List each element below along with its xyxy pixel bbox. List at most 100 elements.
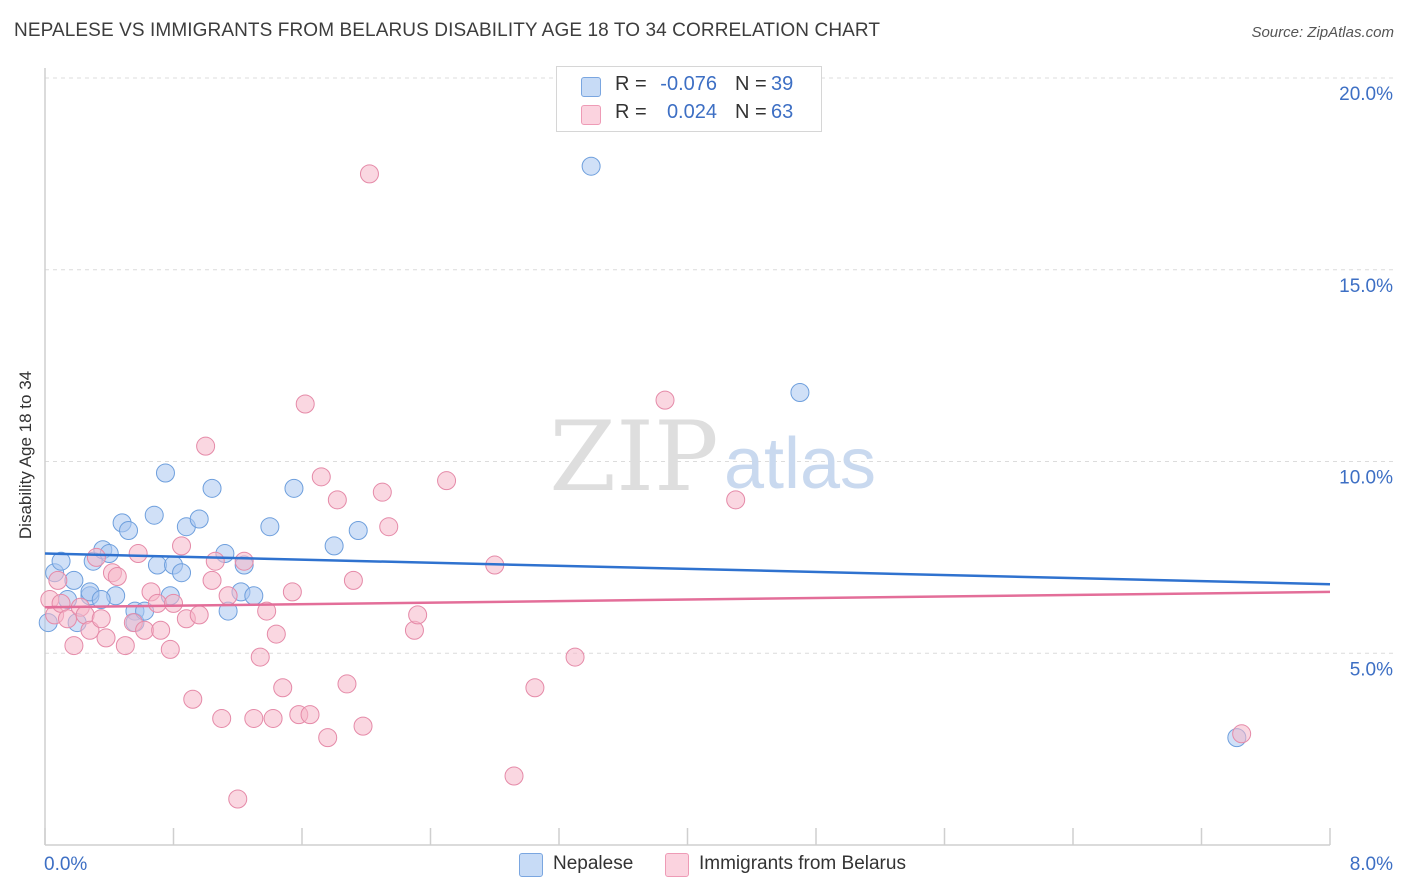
legend-label: Immigrants from Belarus xyxy=(699,853,906,874)
belarus-point xyxy=(273,678,293,698)
nepalese-point xyxy=(581,156,601,176)
n-label: N = xyxy=(735,73,767,95)
watermark-atlas: atlas xyxy=(724,424,876,504)
belarus-point xyxy=(408,605,428,625)
nepalese-point xyxy=(155,463,175,483)
belarus-point xyxy=(115,636,135,656)
stats-legend: R = -0.076 N = 39 R = 0.024 N = 63 xyxy=(556,66,822,132)
belarus-point xyxy=(300,705,320,725)
belarus-point xyxy=(218,586,238,606)
n-label: N = xyxy=(735,101,767,123)
watermark-zip: ZIP xyxy=(549,401,718,513)
belarus-point xyxy=(337,674,357,694)
trend-lines xyxy=(44,552,1331,609)
n-value: 39 xyxy=(771,73,794,95)
y-tick-label: 10.0% xyxy=(1339,468,1393,489)
nepalese-point xyxy=(790,382,810,402)
nepalese-point xyxy=(51,551,71,571)
nepalese-swatch xyxy=(519,853,543,877)
belarus-point xyxy=(80,620,100,640)
nepalese-point xyxy=(260,517,280,537)
belarus-point xyxy=(64,636,84,656)
x-tick-label: 0.0% xyxy=(44,854,87,875)
source-label: Source: ZipAtlas.com xyxy=(1251,24,1394,41)
series-legend: Nepalese Immigrants from Belarus xyxy=(0,852,1406,878)
belarus-point xyxy=(282,582,302,602)
belarus-point xyxy=(250,647,270,667)
belarus-point xyxy=(525,678,545,698)
belarus-point xyxy=(205,551,225,571)
belarus-point xyxy=(189,605,209,625)
axes xyxy=(44,68,1331,846)
nepalese-point xyxy=(189,509,209,529)
nepalese-point xyxy=(284,478,304,498)
belarus-point xyxy=(504,766,524,786)
nepalese-point xyxy=(348,521,368,541)
belarus-point xyxy=(318,728,338,748)
belarus-point xyxy=(565,647,585,667)
belarus-point xyxy=(183,689,203,709)
legend-label: Nepalese xyxy=(553,853,634,874)
nepalese-point xyxy=(91,590,111,610)
r-label: R = xyxy=(615,73,647,95)
r-label: R = xyxy=(615,101,647,123)
stats-row-belarus: R = 0.024 N = 63 xyxy=(557,99,821,129)
belarus-point xyxy=(147,593,167,613)
belarus-swatch xyxy=(665,853,689,877)
belarus-swatch xyxy=(581,105,601,125)
belarus-point xyxy=(234,551,254,571)
nepalese-point xyxy=(324,536,344,556)
y-tick-label: 20.0% xyxy=(1339,84,1393,105)
belarus-point xyxy=(160,639,180,659)
data-points xyxy=(38,156,1252,809)
nepalese-point xyxy=(147,555,167,575)
belarus-point xyxy=(266,624,286,644)
belarus-point xyxy=(86,547,106,567)
belarus-point xyxy=(91,609,111,629)
belarus-point xyxy=(164,593,183,613)
nepalese-swatch xyxy=(581,77,601,97)
belarus-point xyxy=(202,570,222,590)
belarus-point xyxy=(295,394,315,414)
nepalese-point xyxy=(144,505,164,525)
belarus-trend-line xyxy=(44,590,1331,609)
belarus-point xyxy=(655,390,675,410)
nepalese-trend-line xyxy=(44,552,1331,586)
belarus-point xyxy=(107,567,127,587)
belarus-point xyxy=(404,620,424,640)
belarus-point xyxy=(96,628,116,648)
belarus-point xyxy=(48,570,68,590)
belarus-point xyxy=(172,536,192,556)
chart-title: NEPALESE VS IMMIGRANTS FROM BELARUS DISA… xyxy=(14,20,881,41)
r-value: -0.076 xyxy=(660,73,717,95)
n-value: 63 xyxy=(771,101,794,123)
belarus-point xyxy=(379,517,399,537)
y-tick-label: 15.0% xyxy=(1339,276,1393,297)
belarus-point xyxy=(151,620,171,640)
watermark: ZIP atlas xyxy=(549,401,876,513)
belarus-point xyxy=(128,544,148,564)
belarus-point xyxy=(311,467,331,487)
belarus-point xyxy=(212,708,232,728)
belarus-point xyxy=(244,708,264,728)
stats-row-nepalese: R = -0.076 N = 39 xyxy=(557,71,821,101)
nepalese-point xyxy=(244,586,264,606)
nepalese-point xyxy=(119,521,139,541)
belarus-point xyxy=(1232,724,1252,744)
tick-labels: 5.0% 10.0% 15.0% 20.0% 0.0% 8.0% xyxy=(44,84,1393,875)
belarus-point xyxy=(327,490,347,510)
belarus-point xyxy=(196,436,216,456)
y-tick-label: 5.0% xyxy=(1350,659,1393,680)
belarus-point xyxy=(257,601,277,621)
belarus-point xyxy=(437,471,457,491)
nepalese-point xyxy=(64,570,84,590)
nepalese-point xyxy=(202,478,222,498)
r-value: 0.024 xyxy=(666,101,717,123)
belarus-point xyxy=(263,708,283,728)
belarus-point xyxy=(372,482,392,502)
belarus-point xyxy=(359,164,379,184)
belarus-point xyxy=(228,789,248,809)
belarus-point xyxy=(135,620,155,640)
belarus-point xyxy=(726,490,746,510)
